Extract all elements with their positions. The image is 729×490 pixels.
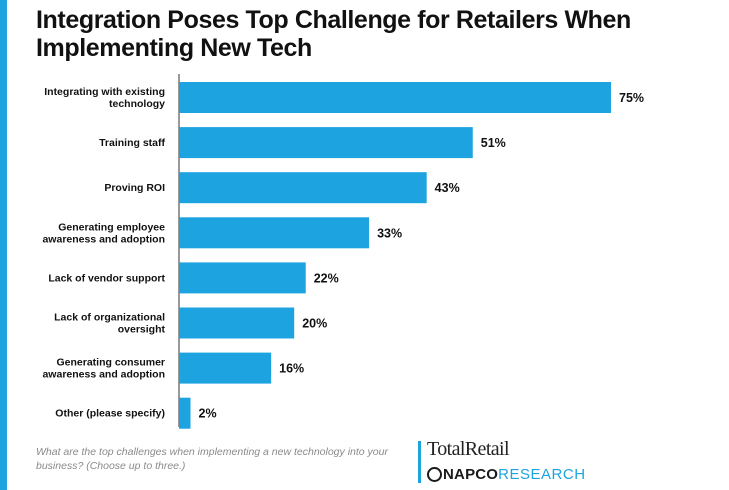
bars-group: 75% Integrating with existing technology 51… — [42, 82, 644, 429]
napco-research-logo: NAPCO RESEARCH — [427, 464, 586, 484]
category-label-4: Generating employee awareness and adoptio… — [42, 221, 165, 245]
category-label-2: Training staff — [99, 137, 165, 149]
bar-5 — [179, 262, 306, 294]
value-label-3: 43% — [435, 181, 460, 195]
category-label-1: Integrating with existing technology — [44, 86, 165, 110]
bar-6 — [179, 307, 295, 339]
bar-2 — [179, 127, 473, 159]
value-label-5: 22% — [314, 271, 339, 285]
accent-bar — [0, 0, 7, 490]
bar-7 — [179, 352, 272, 384]
value-label-6: 20% — [302, 317, 327, 331]
category-label-8: Other (please specify) — [55, 408, 165, 420]
value-label-2: 51% — [481, 136, 506, 150]
value-label-7: 16% — [279, 362, 304, 376]
research-text: RESEARCH — [498, 465, 586, 483]
totalretail-logo: TotalRetail — [427, 438, 510, 460]
category-label-6: Lack of organizational oversight — [54, 312, 165, 336]
category-label-5: Lack of vendor support — [48, 272, 165, 284]
brand-divider — [418, 441, 421, 483]
value-label-8: 2% — [199, 407, 217, 421]
napco-circle-icon — [427, 466, 442, 482]
category-label-7: Generating consumer awareness and adoptio… — [42, 357, 165, 381]
napco-text: NAPCO — [443, 465, 499, 483]
bar-1 — [179, 82, 611, 113]
survey-question-footnote: What are the top challenges when impleme… — [36, 446, 388, 472]
bar-3 — [179, 172, 427, 204]
bar-8 — [179, 397, 191, 429]
category-label-3: Proving ROI — [104, 182, 165, 194]
chart-title: Integration Poses Top Challenge for Reta… — [36, 6, 631, 62]
value-label-4: 33% — [377, 226, 402, 240]
bar-4 — [179, 217, 370, 249]
value-label-1: 75% — [619, 91, 644, 105]
